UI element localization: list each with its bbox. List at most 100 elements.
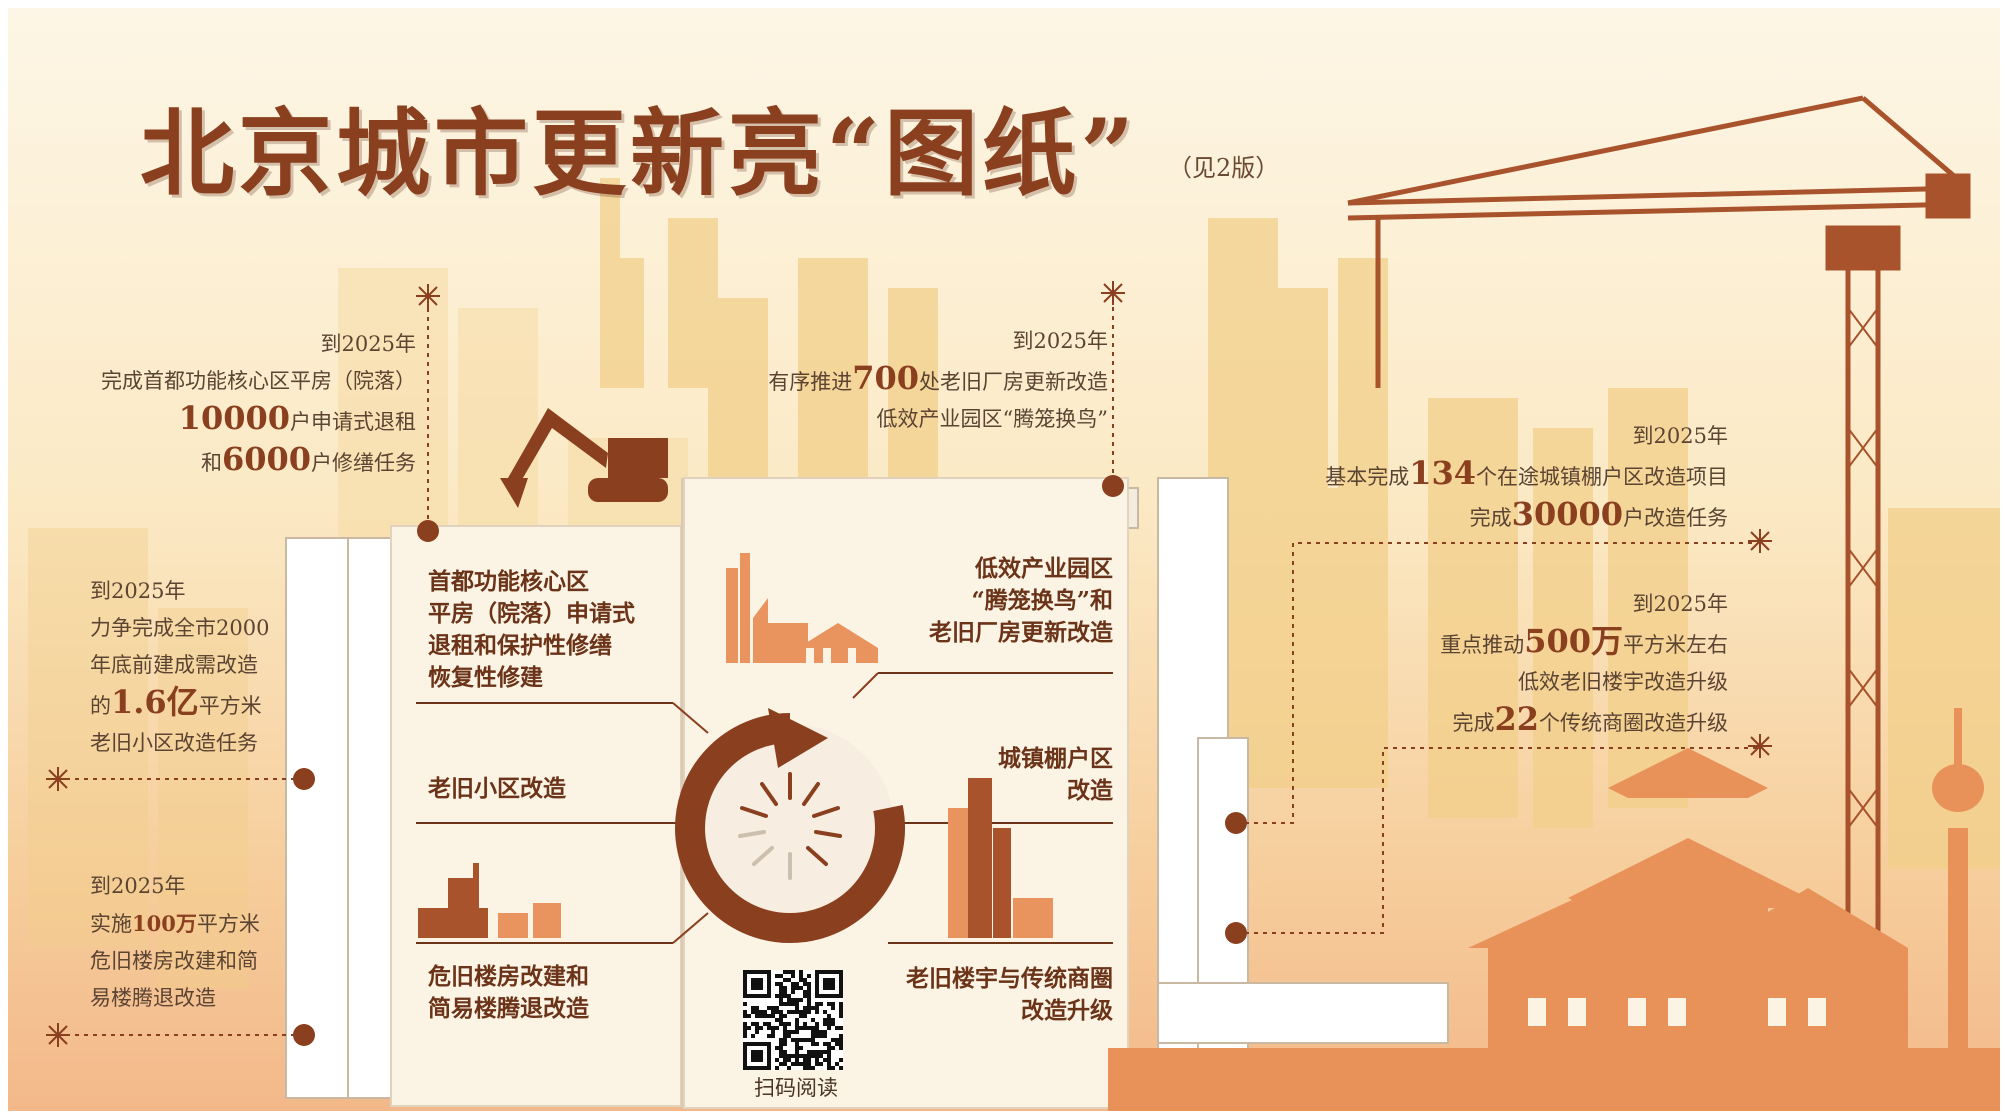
page-reference: （见2版） [1168,154,1280,182]
note-text: 老旧小区改造任务 [90,731,258,755]
category-old-community: 老旧小区改造 [428,773,566,805]
note-text: 实施 [90,912,132,936]
category-shantytown: 城镇棚户区 改造 [888,743,1113,807]
note-text: 到2025年 [320,332,416,356]
note-line: 到2025年 [86,326,416,363]
note-text: 完成 [1469,506,1512,530]
note-line: 低效老旧楼宇改造升级 [1388,664,1728,701]
category-line: 退租和保护性修缮 [428,632,612,659]
category-line: 城镇棚户区 [998,745,1113,772]
note-text: 平方米 [196,912,260,936]
note-industrial-target: 到2025年有序推进700处老旧厂房更新改造低效产业园区“腾笼换鸟” [708,323,1108,438]
note-line: 到2025年 [90,868,340,905]
scaffolding-left [285,537,393,1099]
category-line: 老旧小区改造 [428,775,566,802]
note-line: 完成22个传统商圈改造升级 [1388,701,1728,742]
category-line: 简易楼腾退改造 [428,995,589,1022]
note-line: 完成首都功能核心区平房（院落） [86,363,416,400]
category-industrial: 低效产业园区 “腾笼换鸟”和 老旧厂房更新改造 [888,553,1113,649]
note-line: 到2025年 [708,323,1108,360]
factory-icon [726,553,878,663]
category-line: 低效产业园区 [975,555,1113,582]
note-line: 10000户申请式退租 [86,400,416,441]
sparkle-icons [46,281,1772,1047]
note-text: 有序推进 [768,370,853,394]
note-text: 到2025年 [1632,424,1728,448]
note-line: 年底前建成需改造 [90,647,340,684]
note-text: 户申请式退租 [290,410,416,434]
highlight-number: 700 [852,359,919,397]
category-line: 平房（院落）申请式 [428,600,635,627]
category-line: “腾笼换鸟”和 [971,587,1113,614]
qr-caption: 扫码阅读 [754,1076,838,1100]
highlight-number: 10000 [178,399,290,437]
note-text: 到2025年 [1632,592,1728,616]
heritage-skyline [1108,708,2000,1111]
highlight-number: 134 [1409,454,1476,492]
note-line: 和6000户修缮任务 [86,441,416,482]
note-old-community-target: 到2025年 力争完成全市2000 年底前建成需改造 的1.6亿平方米 老旧小区改造任务 [90,573,340,762]
note-text: 到2025年 [90,579,186,603]
note-line: 有序推进700处老旧厂房更新改造 [708,360,1108,401]
highlight-number: 1.6亿 [111,683,199,721]
note-line: 危旧楼房改建和简 [90,943,340,980]
note-text: 平方米左右 [1623,633,1728,657]
category-line: 危旧楼房改建和 [428,963,589,990]
note-text: 和 [200,451,222,475]
note-text: 户改造任务 [1623,506,1728,530]
note-commercial-target: 到2025年重点推动500万平方米左右低效老旧楼宇改造升级完成22个传统商圈改造… [1388,586,1728,742]
note-line: 到2025年 [90,573,340,610]
excavator-icon [500,408,668,508]
note-line: 老旧小区改造任务 [90,725,340,762]
category-line: 老旧楼宇与传统商圈 [906,965,1113,992]
tower-crane-icon [1347,95,1971,1028]
crane-truss [1847,307,1879,829]
note-text: 重点推动 [1440,633,1525,657]
note-line: 低效产业园区“腾笼换鸟” [708,401,1108,438]
main-title: 北京城市更新亮“图纸” [140,99,1139,209]
note-text: 完成首都功能核心区平房（院落） [101,369,416,393]
note-dangerous-building-target: 到2025年 实施100万平方米 危旧楼房改建和简 易楼腾退改造 [90,868,340,1017]
note-line: 重点推动500万平方米左右 [1388,623,1728,664]
note-text: 易楼腾退改造 [90,986,216,1010]
note-line: 基本完成134个在途城镇棚户区改造项目 [1308,455,1728,496]
note-line: 完成30000户改造任务 [1308,496,1728,537]
category-core-area: 首都功能核心区平房（院落）申请式 退租和保护性修缮 恢复性修建 [428,566,635,694]
renewal-cycle-icon [675,708,905,943]
note-text: 处老旧厂房更新改造 [919,370,1108,394]
note-line: 到2025年 [1388,586,1728,623]
note-text: 到2025年 [1012,329,1108,353]
category-line: 恢复性修建 [428,664,543,691]
qr-code[interactable] [743,970,843,1070]
note-line: 到2025年 [1308,418,1728,455]
note-text: 的 [90,694,111,718]
note-text: 年底前建成需改造 [90,653,258,677]
highlight-number: 30000 [1511,495,1623,533]
note-line: 力争完成全市2000 [90,610,340,647]
note-text: 个在途城镇棚户区改造项目 [1476,465,1728,489]
category-line: 改造升级 [1021,997,1113,1024]
illustration-layer [28,95,2000,1111]
note-text: 力争完成全市2000 [90,616,270,640]
category-dangerous-buildings: 危旧楼房改建和 简易楼腾退改造 [428,961,589,1025]
note-text: 平方米 [198,694,262,718]
connector-lines [66,298,1758,1036]
category-line: 首都功能核心区 [428,568,589,595]
connector-solid-lines [672,672,879,944]
towers-icon [948,778,1053,938]
highlight-number: 6000 [221,440,311,478]
highlight-number: 500万 [1524,622,1623,660]
note-line: 易楼腾退改造 [90,980,340,1017]
note-text: 危旧楼房改建和简 [90,949,258,973]
note-text: 低效产业园区“腾笼换鸟” [876,407,1108,431]
demolition-icon [418,863,561,938]
note-text: 到2025年 [90,874,186,898]
category-commercial: 老旧楼宇与传统商圈改造升级 [848,963,1113,1027]
note-text: 基本完成 [1325,465,1410,489]
highlight-number: 22 [1494,700,1539,738]
background-skyline [28,178,2000,988]
note-line: 的1.6亿平方米 [90,684,340,725]
note-text: 低效老旧楼宇改造升级 [1518,670,1728,694]
connector-dots [293,475,1247,1046]
heritage-windows [1528,998,1826,1026]
